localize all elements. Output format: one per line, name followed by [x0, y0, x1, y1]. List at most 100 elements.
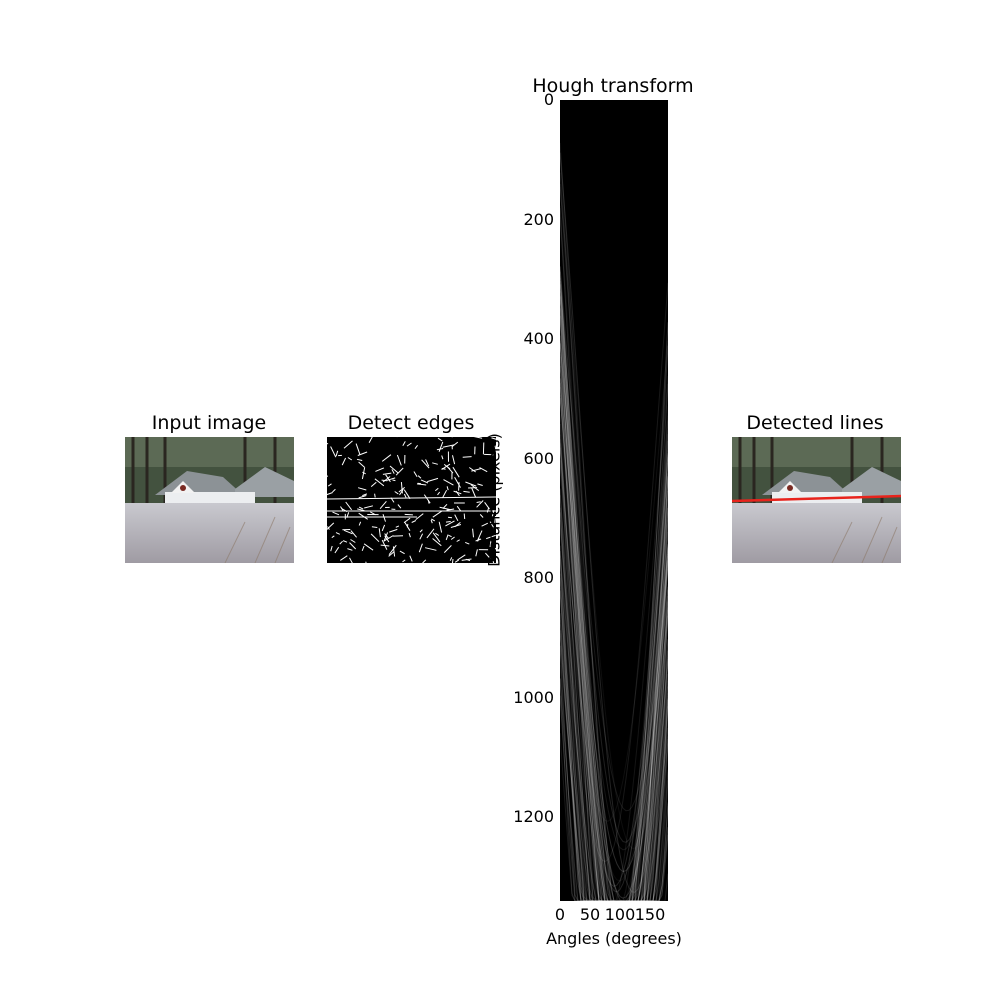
edge-segment [371, 526, 378, 528]
edge-segment [330, 545, 333, 552]
hough-curve [560, 383, 668, 901]
edge-segment [382, 514, 386, 522]
edge-segment [380, 544, 390, 547]
x-axis-label: Angles (degrees) [546, 929, 682, 948]
edge-segment [432, 510, 443, 518]
hough-curve [560, 335, 668, 901]
hough-curve [560, 308, 668, 901]
hough-curve [560, 440, 668, 901]
hough-curve [560, 444, 668, 901]
edge-segment [365, 561, 367, 563]
edge-segment [479, 514, 484, 518]
y-tick-label: 1200 [513, 807, 554, 827]
edge-segment [451, 441, 459, 447]
edge-segment [446, 508, 455, 511]
y-tick-label: 1000 [513, 687, 554, 707]
edge-segment [425, 459, 430, 467]
y-tick-label: 200 [523, 209, 554, 229]
edge-segment [454, 514, 459, 522]
edge-segment [379, 500, 387, 510]
edge-segment [450, 536, 455, 540]
edge-segment [479, 467, 488, 473]
edge-segment [473, 437, 483, 439]
hough-curve [560, 205, 668, 901]
hough-curve [560, 456, 668, 901]
edge-segment [422, 559, 427, 563]
edge-segment [441, 463, 451, 471]
edge-segment [382, 472, 392, 475]
edge-segment [437, 491, 441, 496]
edge-segment [399, 488, 404, 496]
hough-curve [560, 494, 668, 901]
hough-curve [560, 217, 668, 901]
edge-segment [486, 534, 496, 540]
hough-curve [560, 356, 668, 901]
hough-curve [560, 447, 668, 887]
edge-segment [339, 540, 343, 545]
edge-segment [357, 508, 365, 512]
edge-segment [454, 522, 461, 528]
input-image [125, 437, 294, 563]
hough-curve [560, 527, 668, 901]
edge-segment [426, 528, 435, 539]
edge-segment [357, 451, 368, 456]
edge-segment [408, 532, 411, 538]
edge-segment [494, 547, 496, 550]
hough-curve [560, 505, 668, 901]
x-tick-label: 100 [604, 905, 636, 924]
edge-segment [427, 499, 430, 504]
detected-lines-photo [732, 437, 901, 563]
edge-segment [382, 476, 391, 483]
edge-segment [448, 534, 452, 538]
edge-segment [432, 538, 442, 547]
edge-segment [432, 532, 441, 543]
hough-curve [560, 423, 668, 901]
edge-segment [350, 539, 356, 543]
hough-curve [560, 291, 668, 901]
edge-segment [476, 501, 481, 503]
edge-segment [388, 544, 397, 556]
edge-segment [477, 537, 480, 542]
hough-curve [560, 277, 668, 901]
edge-segment [327, 492, 333, 496]
edge-segment [345, 501, 352, 511]
hough-curve [560, 472, 668, 901]
hough-curve [560, 434, 668, 901]
edge-segment [396, 454, 402, 466]
edge-segment [494, 445, 496, 453]
edge-segment [456, 539, 460, 542]
input-image-title: Input image [151, 412, 267, 434]
hough-accumulator [560, 100, 668, 901]
edge-segment [356, 458, 363, 461]
hough-curve [560, 152, 668, 893]
hough-curve [560, 365, 668, 873]
hough-curve [560, 296, 668, 901]
hough-curve [560, 276, 668, 901]
hough-curve [560, 183, 668, 901]
edge-segment [424, 547, 437, 551]
edge-segment [457, 554, 466, 561]
y-axis-label: Distance (pixels) [484, 433, 504, 567]
edge-segment [471, 487, 477, 498]
edge-segment [413, 471, 418, 478]
hough-curve [560, 414, 668, 901]
edge-segment [327, 475, 329, 477]
edge-segment [332, 511, 340, 516]
edge-segment [452, 466, 460, 478]
hough-curve [560, 322, 668, 901]
edge-segment [364, 505, 374, 509]
edge-segment [476, 500, 484, 508]
y-tick-label: 600 [523, 448, 554, 468]
hough-curve [560, 375, 668, 901]
edge-segment [334, 546, 340, 554]
edge-segment [416, 483, 427, 486]
hough-curve [560, 343, 668, 901]
edge-segment [462, 456, 472, 458]
edge-segment [391, 469, 395, 474]
edge-segment [472, 528, 474, 538]
edge-segment [465, 558, 471, 562]
edge-segment [363, 543, 374, 551]
edge-segment [445, 521, 451, 523]
edges-pattern [327, 437, 496, 563]
edge-segment [458, 482, 460, 491]
